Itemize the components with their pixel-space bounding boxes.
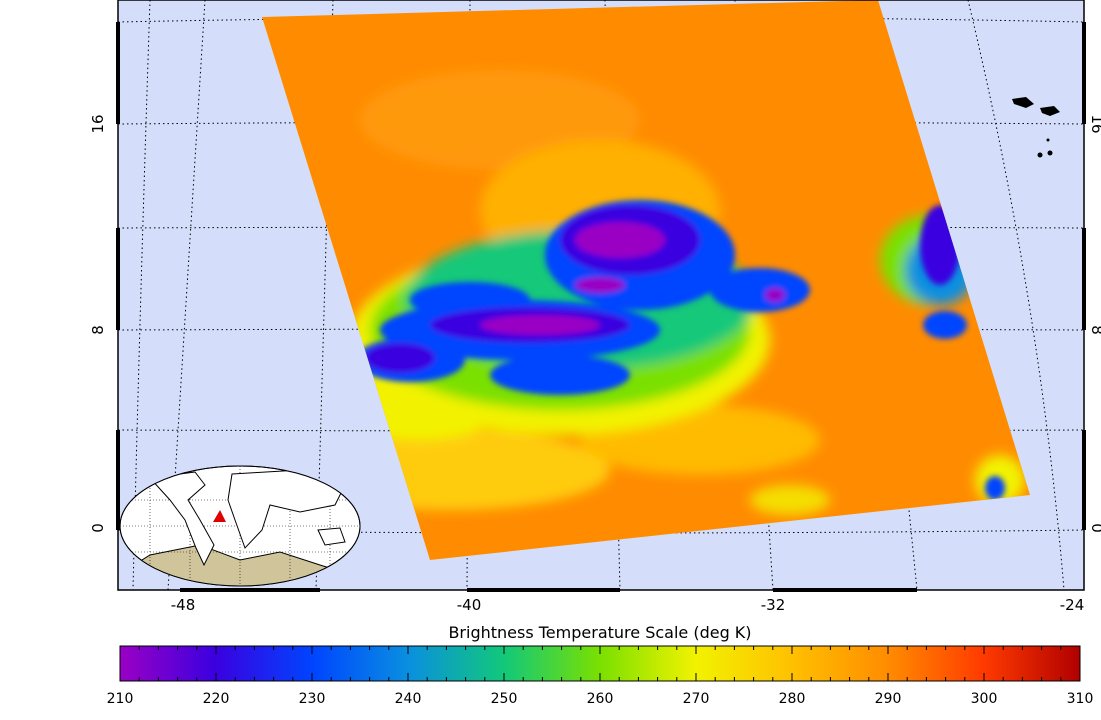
storm-location-marker <box>213 510 226 522</box>
longitude-labels: -48 -40 -32 -24 <box>171 596 1085 614</box>
colorbar-minor-ticks <box>119 646 1081 681</box>
lat-label-left-0: 0 <box>89 523 107 533</box>
map-frame-ticks <box>116 22 1086 592</box>
colorbar-tick-label: 310 <box>1067 691 1094 707</box>
colorbar-tick-labels: 210 220 230 240 250 260 270 280 290 300 310 <box>107 691 1094 707</box>
lon-label-32: -32 <box>761 596 786 614</box>
lat-label-right-8: 8 <box>1088 325 1101 335</box>
lon-label-48: -48 <box>171 596 196 614</box>
latitude-labels-left: 0 8 16 <box>89 114 107 532</box>
lat-label-right-16: 16 <box>1088 114 1101 133</box>
inset-americas <box>148 471 215 567</box>
colorbar-tick-label: 220 <box>203 691 230 707</box>
lat-label-left-8: 8 <box>89 325 107 335</box>
brightness-temperature-swath <box>262 0 1030 560</box>
latitude-labels-right: 0 8 16 <box>1088 114 1101 532</box>
colorbar-tick-label: 260 <box>587 691 614 707</box>
inset-australia <box>317 527 346 546</box>
colorbar-tick-label: 270 <box>683 691 710 707</box>
lon-label-40: -40 <box>457 596 482 614</box>
colorbar-tick-label: 230 <box>299 691 326 707</box>
colorbar-tick-label: 210 <box>107 691 134 707</box>
colorbar-tick-label: 290 <box>875 691 902 707</box>
colorbar-tick-label: 250 <box>491 691 518 707</box>
colorbar-tick-label: 280 <box>779 691 806 707</box>
colorbar-tick-label: 240 <box>395 691 422 707</box>
colorbar-tick-label: 300 <box>971 691 998 707</box>
colorbar-title: Brightness Temperature Scale (deg K) <box>448 623 751 642</box>
lon-label-24: -24 <box>1060 596 1085 614</box>
lat-label-left-16: 16 <box>89 114 107 133</box>
lat-label-right-0: 0 <box>1088 523 1101 533</box>
island-outlines <box>1012 97 1060 158</box>
